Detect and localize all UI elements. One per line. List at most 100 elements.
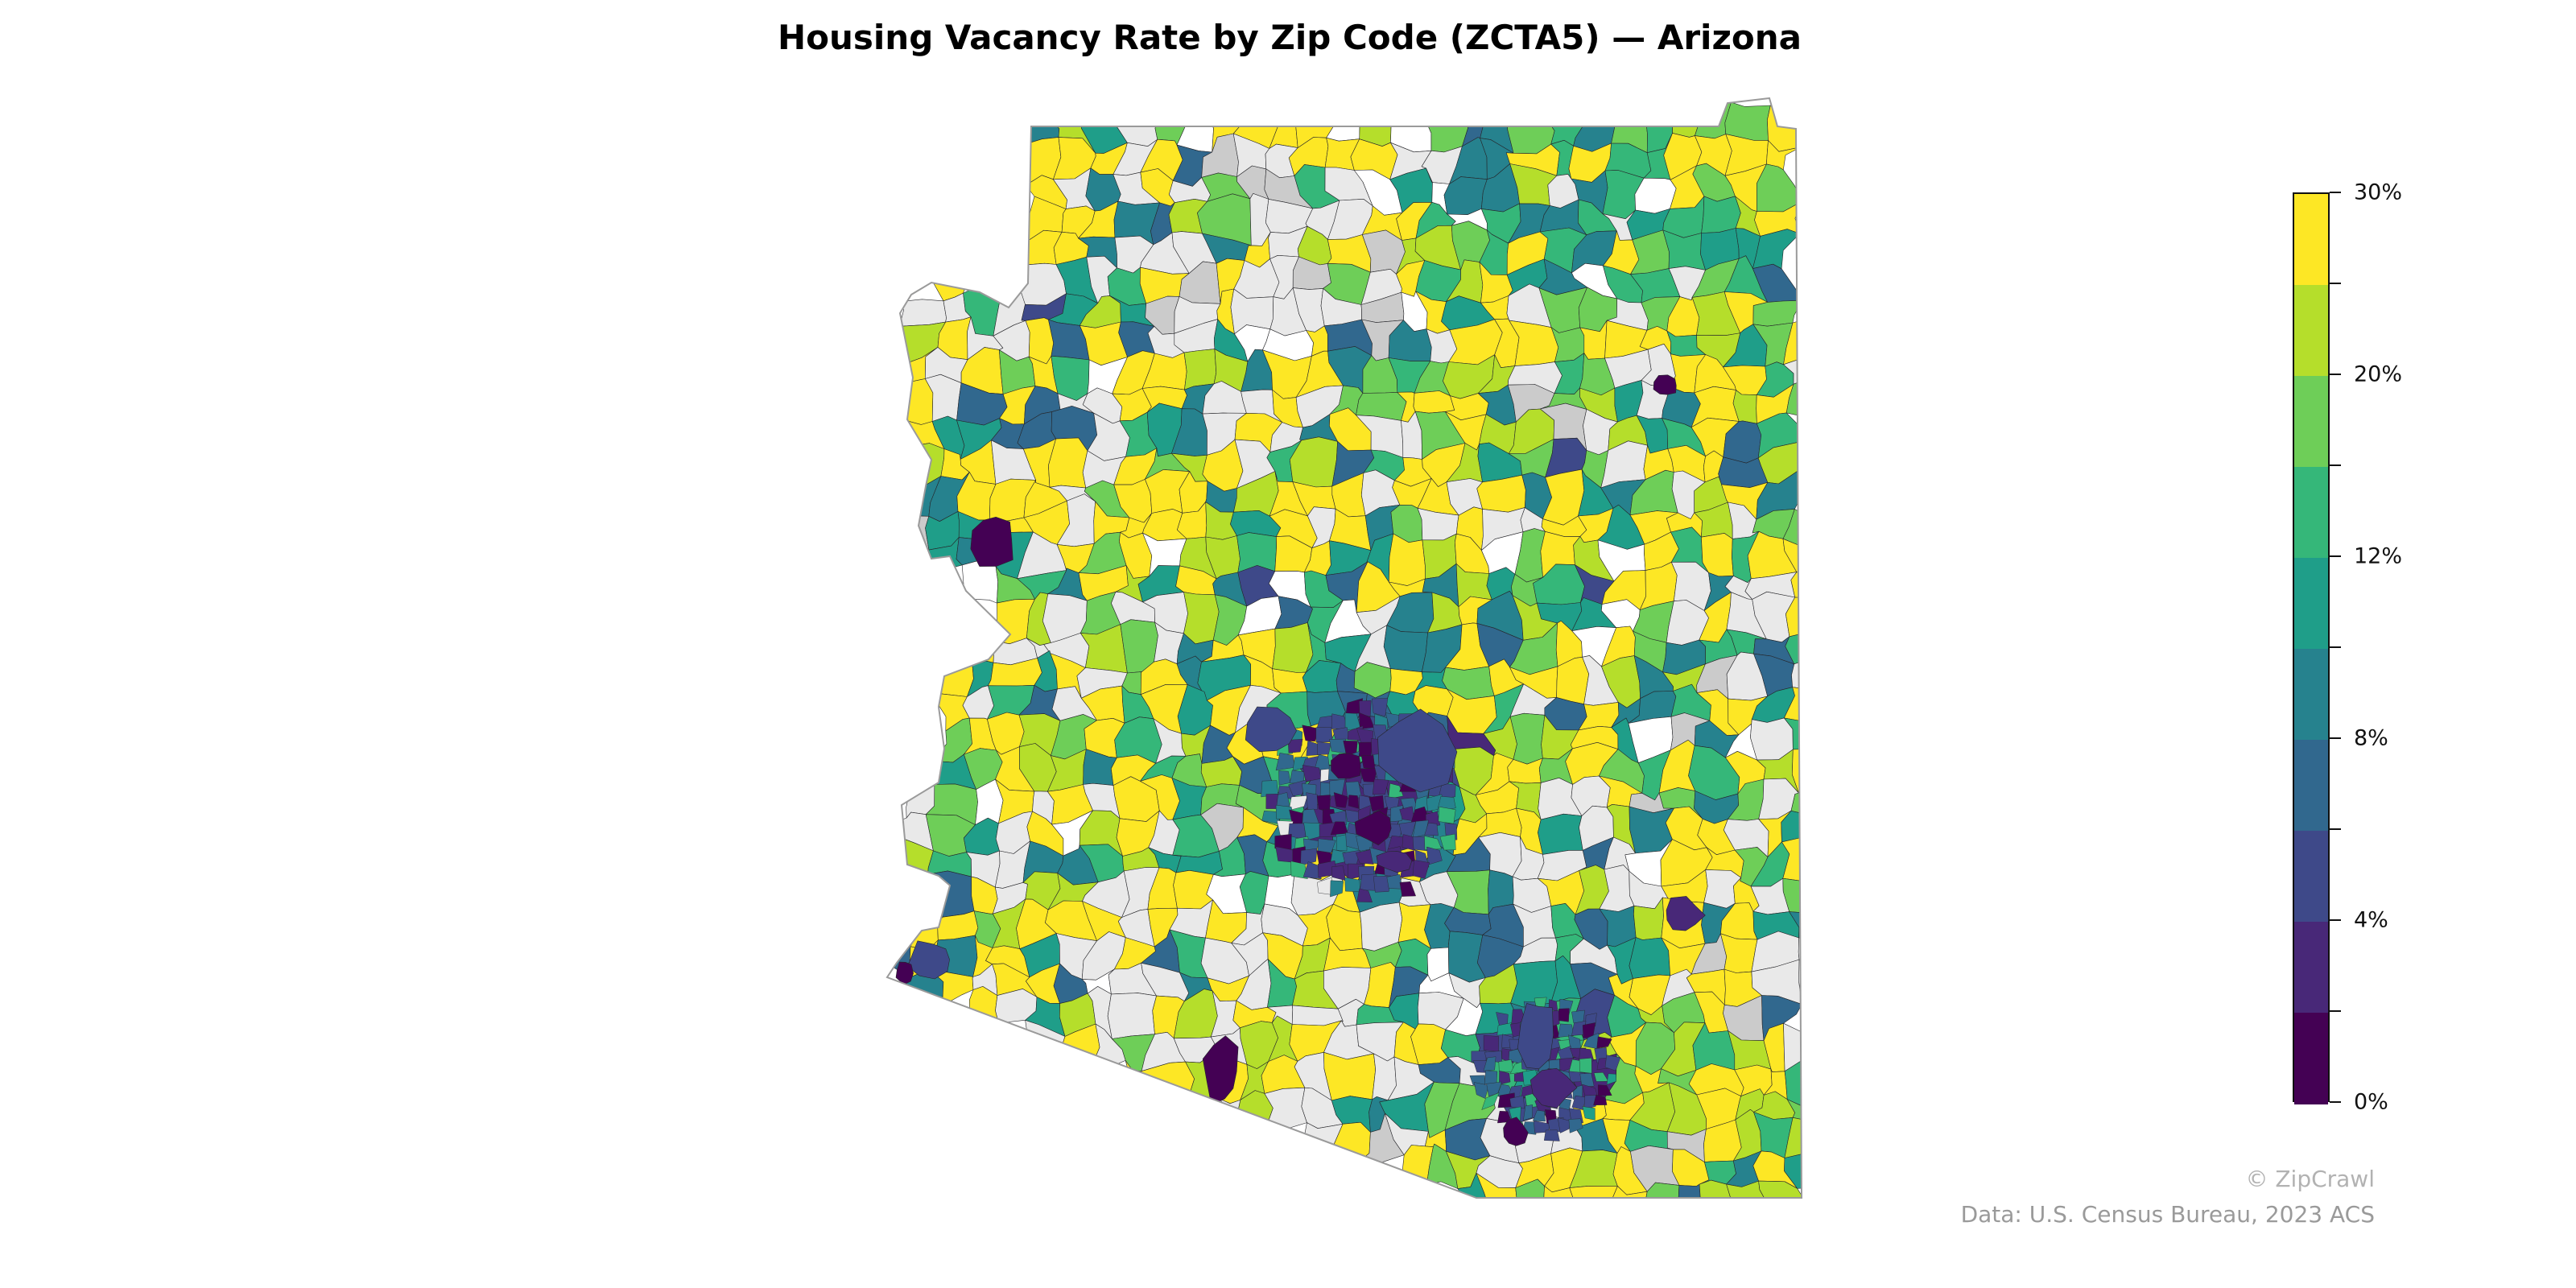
colorbar-tick xyxy=(2330,646,2341,648)
colorbar-tick-label: 4% xyxy=(2354,907,2388,933)
colorbar-tick xyxy=(2330,737,2341,739)
zcta-polygon xyxy=(1699,1179,1732,1198)
zcta-polygon xyxy=(1354,810,1392,846)
zcta-polygon xyxy=(1302,861,1322,880)
zcta-polygon xyxy=(1474,1082,1489,1099)
zcta-polygon xyxy=(1484,1070,1498,1084)
zcta-polygon xyxy=(1783,1022,1802,1072)
zcta-polygon xyxy=(1701,196,1741,233)
zcta-polygon xyxy=(1387,836,1406,850)
zcta-polygon xyxy=(1571,1095,1587,1110)
zcta-polygon xyxy=(1356,849,1374,865)
zcta-polygon xyxy=(1278,770,1291,786)
zcta-polygon xyxy=(1503,1117,1529,1146)
zcta-polygon xyxy=(1786,1099,1802,1125)
colorbar-segment xyxy=(2294,194,2328,286)
zcta-polygon xyxy=(1272,668,1307,694)
zcta-polygon xyxy=(1331,753,1361,779)
zcta-polygon xyxy=(1317,741,1331,755)
zcta-polygon xyxy=(907,940,950,980)
chart-title: Housing Vacancy Rate by Zip Code (ZCTA5)… xyxy=(778,18,1802,57)
zcta-polygon xyxy=(1333,792,1348,808)
zcta-polygon xyxy=(1533,1110,1546,1122)
zcta-polygon xyxy=(1782,875,1802,916)
zcta-polygon xyxy=(1784,1117,1802,1158)
zcta-polygon xyxy=(1798,937,1802,967)
zcta-polygon xyxy=(1593,1095,1608,1105)
zcta-polygon xyxy=(1544,1129,1560,1141)
zcta-polygon xyxy=(1751,959,1802,1005)
colorbar-tick xyxy=(2330,192,2341,193)
zcta-polygon xyxy=(1750,717,1794,761)
zcta-polygon xyxy=(1604,1055,1621,1071)
colorbar: 30% 20% 12% 8% 4% 0% xyxy=(2293,180,2402,1115)
colorbar-tick-label: 8% xyxy=(2354,725,2388,751)
zcta-polygon xyxy=(961,560,998,604)
zcta-polygon xyxy=(1666,896,1706,931)
zcta-polygon xyxy=(1629,937,1670,979)
colorbar-segment xyxy=(2294,558,2328,650)
colorbar-tick xyxy=(2330,919,2341,921)
zcta-polygon xyxy=(1784,717,1802,760)
colorbar-segment xyxy=(2294,649,2328,741)
zcta-polygon xyxy=(1438,807,1456,824)
zcta-polygon xyxy=(1515,1179,1545,1198)
zcta-polygon xyxy=(1582,1106,1596,1121)
zcta-polygon xyxy=(1583,1095,1597,1110)
zcta-polygon xyxy=(1782,539,1802,580)
zcta-polygon xyxy=(1399,881,1416,897)
zcta-polygon xyxy=(1757,412,1802,459)
zcta-polygon xyxy=(1785,597,1802,638)
zcta-polygon xyxy=(1724,101,1771,141)
zcta-polygon xyxy=(1579,1072,1595,1088)
zcta-polygon xyxy=(1596,1036,1612,1049)
zcta-polygon xyxy=(1530,1067,1578,1108)
zcta-polygon xyxy=(1792,748,1802,794)
zcta-polygon xyxy=(1386,874,1403,890)
zcta-polygon xyxy=(1272,622,1314,673)
colorbar-tick xyxy=(2330,374,2341,375)
zcta-polygon xyxy=(970,517,1013,567)
zcta-polygon xyxy=(1457,1173,1493,1198)
zcta-polygon xyxy=(1183,349,1217,390)
zcta-polygon xyxy=(1781,811,1802,843)
state-outline xyxy=(886,97,1803,1199)
colorbar-tick-label: 20% xyxy=(2354,361,2403,387)
zcta-polygon xyxy=(1426,846,1443,865)
zcta-polygon xyxy=(1606,1073,1616,1085)
zcta-polygon xyxy=(1568,1118,1583,1133)
zcta-polygon xyxy=(1507,101,1555,155)
zcta-polygon xyxy=(1329,738,1346,753)
watermark-brand: © ZipCrawl xyxy=(2245,1166,2375,1192)
zcta-polygon xyxy=(1569,1186,1618,1198)
zcta-polygon xyxy=(1424,836,1442,850)
colorbar-tick xyxy=(2330,1010,2341,1012)
zcta-polygon xyxy=(1372,698,1389,717)
zcta-polygon xyxy=(1438,782,1456,799)
colorbar-frame xyxy=(2293,192,2330,1104)
zcta-polygon xyxy=(1383,625,1428,672)
colorbar-tick-label: 0% xyxy=(2354,1089,2388,1115)
zcta-polygon xyxy=(1523,1104,1533,1121)
zcta-polygon xyxy=(1720,933,1758,973)
zcta-polygon xyxy=(1348,795,1360,809)
colorbar-segment xyxy=(2294,922,2328,1013)
zcta-polygon xyxy=(1323,1052,1376,1101)
zcta-polygon xyxy=(1782,509,1802,552)
zcta-polygon xyxy=(1785,378,1802,421)
zcta-polygon xyxy=(1335,834,1348,852)
zcta-polygon xyxy=(1671,1183,1706,1198)
zcta-polygon xyxy=(1388,783,1404,799)
zcta-polygon xyxy=(1784,1054,1802,1108)
zcta-polygon xyxy=(1758,1180,1802,1198)
data-source-note: Data: U.S. Census Bureau, 2023 ACS xyxy=(1960,1201,2375,1228)
zcta-polygon xyxy=(1289,795,1308,811)
zcta-polygon xyxy=(1525,1092,1537,1108)
colorbar-segment xyxy=(2294,285,2328,377)
zcta-polygon xyxy=(927,665,974,697)
zcta-polygon xyxy=(1781,834,1802,883)
zcta-polygon xyxy=(1107,993,1157,1039)
zcta-polygon xyxy=(1359,103,1392,147)
